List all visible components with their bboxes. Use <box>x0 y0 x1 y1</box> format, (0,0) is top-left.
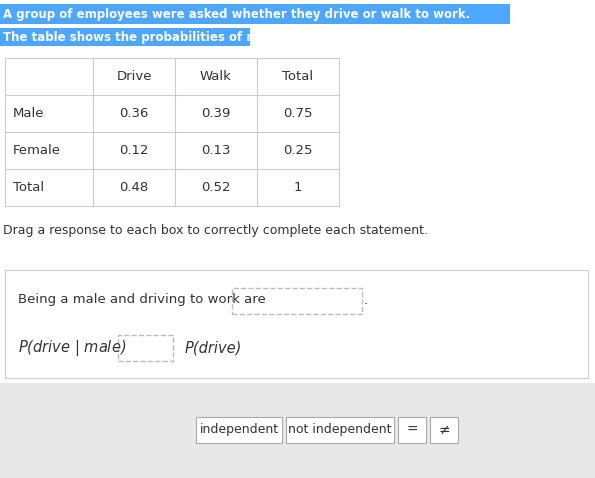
Text: 0.75: 0.75 <box>283 107 313 120</box>
Text: 0.12: 0.12 <box>119 144 149 157</box>
Text: 0.39: 0.39 <box>201 107 231 120</box>
Bar <box>232 288 362 314</box>
Text: ≠: ≠ <box>438 423 450 437</box>
Text: independent: independent <box>199 424 278 436</box>
Bar <box>398 417 426 443</box>
Bar <box>196 417 282 443</box>
Text: not independent: not independent <box>288 424 392 436</box>
Text: 0.36: 0.36 <box>120 107 149 120</box>
Text: 0.25: 0.25 <box>283 144 313 157</box>
Text: Drive: Drive <box>116 70 152 83</box>
Text: =: = <box>406 423 418 437</box>
Bar <box>430 417 458 443</box>
Text: Total: Total <box>13 181 44 194</box>
Bar <box>5 58 339 206</box>
Text: .: . <box>364 293 368 306</box>
Text: Being a male and driving to work are: Being a male and driving to work are <box>18 293 266 306</box>
Text: Drag a response to each box to correctly complete each statement.: Drag a response to each box to correctly… <box>3 224 428 237</box>
Text: 0.48: 0.48 <box>120 181 149 194</box>
Text: Female: Female <box>13 144 61 157</box>
Text: Total: Total <box>283 70 314 83</box>
Bar <box>0 28 250 46</box>
Text: The table shows the probabilities of results.: The table shows the probabilities of res… <box>3 31 297 43</box>
Text: 1: 1 <box>294 181 302 194</box>
Text: A group of employees were asked whether they drive or walk to work.: A group of employees were asked whether … <box>3 8 470 21</box>
Text: 0.52: 0.52 <box>201 181 231 194</box>
Bar <box>0 383 595 478</box>
Bar <box>118 335 173 361</box>
Text: 0.13: 0.13 <box>201 144 231 157</box>
Text: P(drive): P(drive) <box>185 340 242 356</box>
Bar <box>5 270 588 378</box>
Text: Walk: Walk <box>200 70 232 83</box>
Text: Male: Male <box>13 107 45 120</box>
Text: $\mathit{P}$(drive | male): $\mathit{P}$(drive | male) <box>18 338 126 358</box>
Bar <box>0 4 510 24</box>
Bar <box>286 417 394 443</box>
